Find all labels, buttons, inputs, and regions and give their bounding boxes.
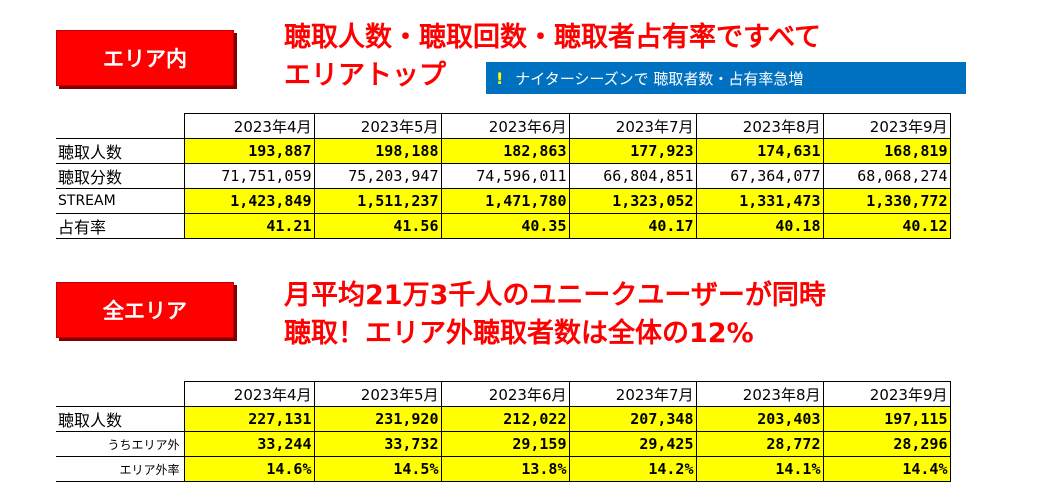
table-cell: 41.56 xyxy=(313,213,442,239)
column-header: 2023年8月 xyxy=(695,113,824,139)
column-header: 2023年9月 xyxy=(822,113,951,139)
row-label: 聴取分数 xyxy=(56,163,185,189)
table-cell: 197,115 xyxy=(822,406,951,432)
column-header: 2023年6月 xyxy=(440,381,570,407)
table-row: STREAM 1,423,849 1,511,237 1,471,780 1,3… xyxy=(56,188,951,214)
column-header: 2023年7月 xyxy=(568,381,697,407)
section2-headline-line2: 聴取！エリア外聴取者数は全体の12% xyxy=(284,318,754,349)
table-cell: 40.17 xyxy=(568,213,697,239)
table-cell: 193,887 xyxy=(183,138,315,164)
table-row: うちエリア外 33,244 33,732 29,159 29,425 28,77… xyxy=(56,431,951,457)
table-cell: 14.2% xyxy=(568,456,697,482)
table-row: 聴取分数 71,751,059 75,203,947 74,596,011 66… xyxy=(56,163,951,189)
table-cell: 231,920 xyxy=(313,406,442,432)
table-cell: 212,022 xyxy=(440,406,570,432)
table-cell: 14.4% xyxy=(822,456,951,482)
area-inside-label: エリア内 xyxy=(56,30,234,86)
table-row: エリア外率 14.6% 14.5% 13.8% 14.2% 14.1% 14.4… xyxy=(56,456,951,482)
table-cell: 67,364,077 xyxy=(695,163,824,189)
table-cell: 40.18 xyxy=(695,213,824,239)
table-cell: 13.8% xyxy=(440,456,570,482)
row-label: 占有率 xyxy=(56,213,185,239)
table-cell: 1,323,052 xyxy=(568,188,697,214)
column-header: 2023年4月 xyxy=(183,113,315,139)
table-cell: 203,403 xyxy=(695,406,824,432)
column-header: 2023年8月 xyxy=(695,381,824,407)
table-cell: 174,631 xyxy=(695,138,824,164)
table-cell: 33,732 xyxy=(313,431,442,457)
section2-header-row: 2023年4月 2023年5月 2023年6月 2023年7月 2023年8月 … xyxy=(56,381,951,407)
all-area-label-text: 全エリア xyxy=(103,299,187,323)
row-label: STREAM xyxy=(56,188,185,214)
row-label: 聴取人数 xyxy=(56,406,185,432)
table-row: 聴取人数 193,887 198,188 182,863 177,923 174… xyxy=(56,138,951,164)
table-corner xyxy=(56,113,184,139)
table-cell: 182,863 xyxy=(440,138,570,164)
table-cell: 1,423,849 xyxy=(183,188,315,214)
table-cell: 177,923 xyxy=(568,138,697,164)
table-cell: 40.35 xyxy=(440,213,570,239)
section1-headline-line1: 聴取人数・聴取回数・聴取者占有率ですべて xyxy=(284,22,822,53)
table-cell: 41.21 xyxy=(183,213,315,239)
column-header: 2023年7月 xyxy=(568,113,697,139)
all-area-label: 全エリア xyxy=(56,282,234,338)
table-row: 占有率 41.21 41.56 40.35 40.17 40.18 40.12 xyxy=(56,213,951,239)
table-cell: 71,751,059 xyxy=(183,163,315,189)
section1-header-row: 2023年4月 2023年5月 2023年6月 2023年7月 2023年8月 … xyxy=(56,113,951,139)
table-cell: 168,819 xyxy=(822,138,951,164)
section2-headline-line1: 月平均21万3千人のユニークユーザーが同時 xyxy=(284,280,826,311)
table-cell: 75,203,947 xyxy=(313,163,442,189)
table-cell: 74,596,011 xyxy=(440,163,570,189)
night-season-badge-text: ナイターシーズンで 聴取者数・占有率急増 xyxy=(515,69,804,88)
table-cell: 29,159 xyxy=(440,431,570,457)
column-header: 2023年5月 xyxy=(313,381,442,407)
table-cell: 227,131 xyxy=(183,406,315,432)
table-cell: 207,348 xyxy=(568,406,697,432)
table-cell: 14.1% xyxy=(695,456,824,482)
row-label: うちエリア外 xyxy=(56,431,185,457)
night-season-badge: ! ナイターシーズンで 聴取者数・占有率急増 xyxy=(486,62,966,94)
table-cell: 14.6% xyxy=(183,456,315,482)
table-cell: 33,244 xyxy=(183,431,315,457)
area-inside-label-text: エリア内 xyxy=(103,47,187,71)
column-header: 2023年9月 xyxy=(822,381,951,407)
column-header: 2023年6月 xyxy=(440,113,570,139)
table-row: 聴取人数 227,131 231,920 212,022 207,348 203… xyxy=(56,406,951,432)
table-cell: 66,804,851 xyxy=(568,163,697,189)
table-cell: 28,296 xyxy=(822,431,951,457)
table-cell: 14.5% xyxy=(313,456,442,482)
column-header: 2023年5月 xyxy=(313,113,442,139)
table-cell: 28,772 xyxy=(695,431,824,457)
table-cell: 1,330,772 xyxy=(822,188,951,214)
section1-table: 2023年4月 2023年5月 2023年6月 2023年7月 2023年8月 … xyxy=(56,113,951,239)
table-corner xyxy=(56,381,184,407)
table-cell: 198,188 xyxy=(313,138,442,164)
table-cell: 1,471,780 xyxy=(440,188,570,214)
row-label: 聴取人数 xyxy=(56,138,185,164)
table-cell: 1,511,237 xyxy=(313,188,442,214)
section1-headline-line2: エリアトップ xyxy=(284,60,446,91)
table-cell: 68,068,274 xyxy=(822,163,951,189)
table-cell: 1,331,473 xyxy=(695,188,824,214)
table-cell: 29,425 xyxy=(568,431,697,457)
exclamation-icon: ! xyxy=(496,68,504,88)
section2-table: 2023年4月 2023年5月 2023年6月 2023年7月 2023年8月 … xyxy=(56,381,951,482)
row-label: エリア外率 xyxy=(56,456,185,482)
column-header: 2023年4月 xyxy=(183,381,315,407)
table-cell: 40.12 xyxy=(822,213,951,239)
